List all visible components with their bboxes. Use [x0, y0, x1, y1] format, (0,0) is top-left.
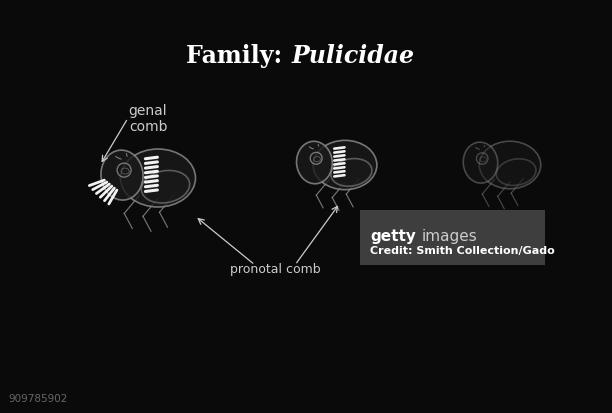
Ellipse shape [313, 141, 377, 190]
FancyBboxPatch shape [360, 211, 545, 266]
Ellipse shape [121, 150, 195, 207]
Text: getty: getty [370, 228, 416, 243]
Ellipse shape [496, 159, 536, 186]
Text: Family:: Family: [185, 44, 290, 68]
Ellipse shape [141, 171, 190, 204]
Text: genal
comb: genal comb [129, 104, 167, 134]
Ellipse shape [463, 143, 498, 184]
Text: images: images [422, 228, 478, 243]
Ellipse shape [101, 151, 143, 201]
Text: 909785902: 909785902 [8, 393, 67, 403]
Ellipse shape [479, 142, 541, 189]
Text: Credit: Smith Collection/Gado: Credit: Smith Collection/Gado [370, 245, 554, 255]
Ellipse shape [297, 142, 332, 184]
Text: pronotal comb: pronotal comb [230, 262, 320, 275]
Text: Pulicidae: Pulicidae [292, 44, 415, 68]
Ellipse shape [331, 159, 372, 187]
